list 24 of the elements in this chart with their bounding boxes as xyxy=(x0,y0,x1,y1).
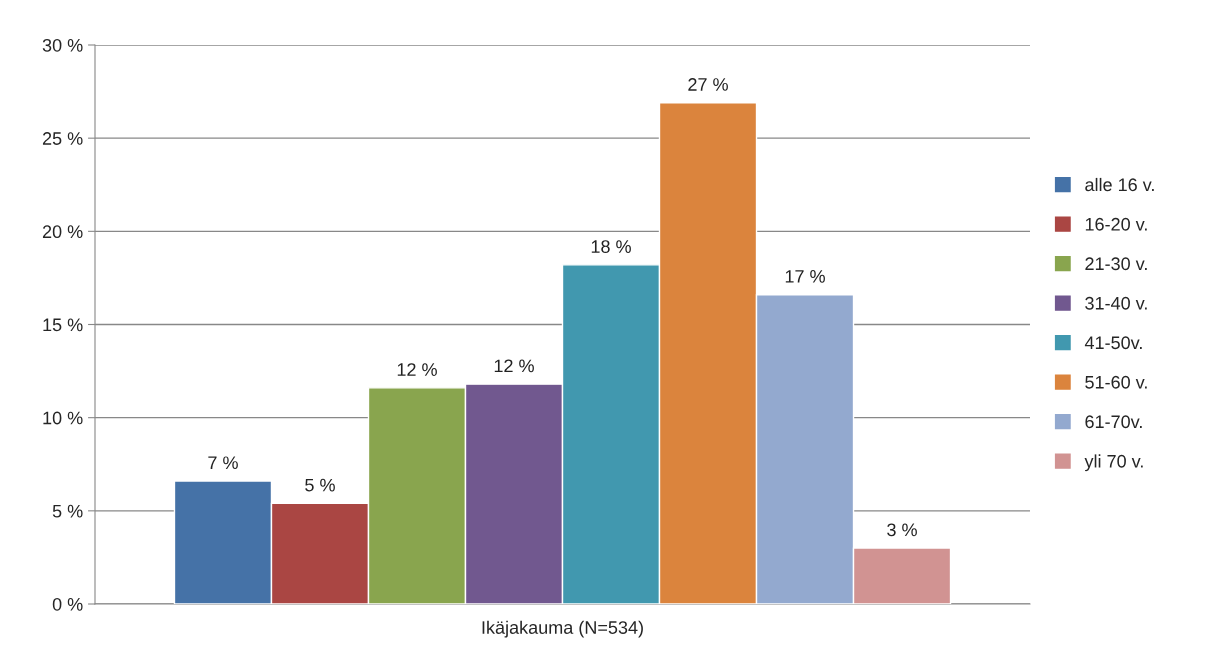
legend-label: 41-50v. xyxy=(1084,336,1142,350)
legend-label: alle 16 v. xyxy=(1085,177,1154,192)
legend-label: 61-70v. xyxy=(1085,415,1142,429)
legend-label: 51-60 v. xyxy=(1085,375,1147,389)
legend-label: yli 70 v. xyxy=(1084,454,1143,472)
data-label: 7 % xyxy=(208,456,238,470)
y-tick-label: 15 % xyxy=(43,318,83,332)
data-label: 3 % xyxy=(887,523,917,537)
x-tick-label: Ikäjakauma (N=534) xyxy=(482,620,643,638)
y-tick-label: 25 % xyxy=(42,132,83,145)
data-label: 18 % xyxy=(591,240,631,253)
y-tick-label: 30 % xyxy=(42,38,83,52)
data-label: 12 % xyxy=(494,359,534,373)
legend-label: 31-40 v. xyxy=(1085,296,1147,310)
y-tick-label: 5 % xyxy=(52,504,83,518)
y-tick-label: 0 % xyxy=(52,597,83,611)
data-label: 5 % xyxy=(305,478,335,492)
data-label: 12 % xyxy=(397,363,437,376)
data-label: 27 % xyxy=(688,78,728,91)
legend-label: 21-30 v. xyxy=(1085,257,1147,271)
y-tick-label: 20 % xyxy=(42,225,83,239)
y-tick-label: 10 % xyxy=(43,411,83,425)
data-label: 17 % xyxy=(785,270,825,283)
legend-label: 16-20 v. xyxy=(1085,217,1147,231)
